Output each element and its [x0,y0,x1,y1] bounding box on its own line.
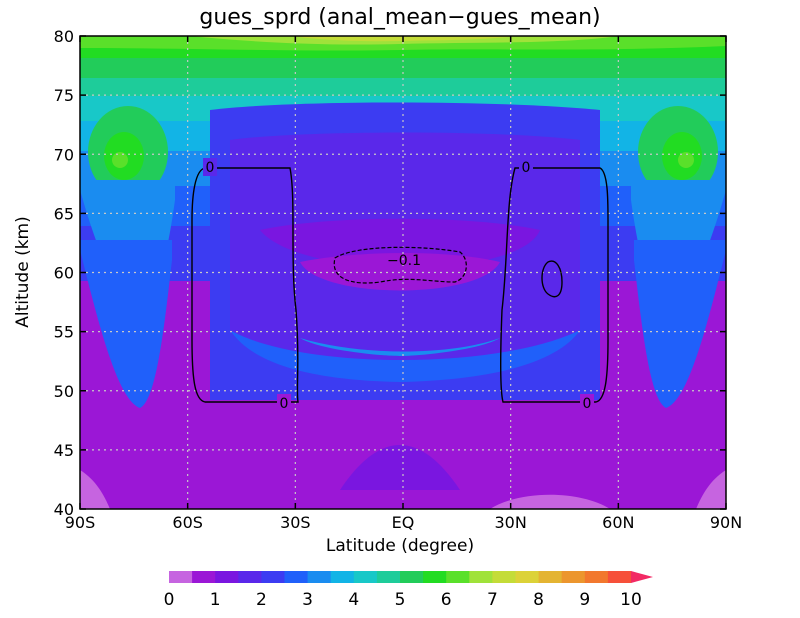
tongue-left-blue [80,240,172,408]
colorbar-segment-4 [261,571,285,583]
colorbar-label-9: 9 [579,590,590,610]
colorbar-segment-19 [607,571,632,583]
colorbar-label-10: 10 [620,590,642,610]
colorbar-label-2: 2 [256,590,267,610]
colorbar-segment-5 [284,571,309,583]
y-tick-label-2: 50 [54,382,74,401]
colorbar-label-4: 4 [348,590,359,610]
x-axis: 90S 60S 30S EQ 30N 60N 90N [65,36,742,532]
chart-title: gues_sprd (anal_mean−gues_mean) [199,5,600,30]
contour-lines [191,167,609,403]
x-tick-label-1: 60S [172,513,203,532]
colorbar-label-1: 1 [210,590,221,610]
blob-core-left [112,152,128,168]
colorbar-segment-18 [584,571,609,583]
y-tick-label-6: 70 [54,145,74,164]
colorbar-segment-16 [538,571,563,583]
x-tick-label-0: 90S [65,513,96,532]
colorbar-segment-17 [561,571,586,583]
colorbar-segment-15 [515,571,540,583]
contour-zero-left [191,167,299,403]
contour-label-bg-1 [203,158,217,176]
colorbar-extend-max [631,571,653,583]
x-tick-label-5: 60N [602,513,634,532]
colorbar-label-3: 3 [302,590,313,610]
contour-label-bg-4 [580,394,594,412]
contour-zero-small [541,260,563,298]
colorbar-segment-0 [169,571,193,583]
colorbar-label-6: 6 [441,590,452,610]
y-tick-label-7: 75 [54,86,74,105]
colorbar-segment-8 [353,571,378,583]
y-tick-label-8: 80 [54,27,74,46]
corner-magenta-left [80,470,110,509]
colorbar-label-7: 7 [487,590,498,610]
corner-magenta-right [696,470,726,509]
colorbar-segment-9 [376,571,401,583]
blob-core-right [678,152,694,168]
colorbar-segment-2 [215,571,239,583]
colorbar-label-0: 0 [164,590,175,610]
colorbar-segment-13 [469,571,493,583]
colorbar-segment-12 [446,571,470,583]
central-band-sky [230,330,580,382]
x-axis-label: Latitude (degree) [326,536,474,556]
contour-neg-center [333,246,467,284]
x-tick-label-3: EQ [392,513,415,532]
y-axis: 40 45 50 55 60 65 70 75 80 [54,27,726,519]
x-tick-label-4: 30N [495,513,527,532]
x-tick-label-6: 90N [710,513,742,532]
colorbar-segment-6 [307,571,332,583]
y-tick-label-0: 40 [54,500,74,519]
x-tick-label-2: 30S [280,513,311,532]
central-band-cyan [300,338,500,356]
y-tick-label-1: 45 [54,441,74,460]
y-tick-label-5: 65 [54,204,74,223]
y-tick-label-4: 60 [54,264,74,283]
colorbar-segment-1 [192,571,216,583]
dome-purple [300,253,500,291]
tongue-right-blue [634,240,726,408]
colorbar-segment-10 [400,571,424,583]
contour-label-bg-2 [277,394,291,412]
contour-label-3: 0 [522,160,531,176]
colorbar-label-8: 8 [533,590,544,610]
colorbar-segment-3 [238,571,262,583]
colorbar-segment-11 [423,571,447,583]
contour-label-1: 0 [206,160,215,176]
contour-zero-right [499,167,609,403]
dome-violet [260,218,540,268]
colorbar-segment-14 [492,571,516,583]
contour-label-2: 0 [280,396,289,412]
contour-label-bg-3 [519,158,533,176]
contour-label-5: −0.1 [387,253,421,269]
y-axis-label: Altitude (km) [13,216,33,328]
band-yellow [290,36,520,42]
colorbar-label-5: 5 [395,590,406,610]
equator-bump [340,445,460,490]
bottom-magenta-right [490,494,610,509]
colorbar: 0 1 2 3 4 5 6 7 8 9 10 [164,571,653,610]
y-tick-label-3: 55 [54,323,74,342]
colorbar-segment-7 [330,571,355,583]
grid [80,36,726,509]
contour-label-4: 0 [583,396,592,412]
